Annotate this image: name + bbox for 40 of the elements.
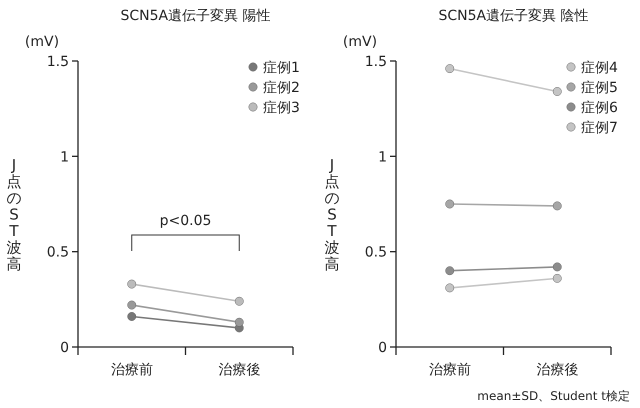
point	[127, 300, 136, 310]
point	[445, 266, 454, 276]
y-tick-label: 1	[60, 149, 69, 166]
chart-title: SCN5A遺伝子変異 陽性	[120, 8, 271, 24]
point	[234, 318, 244, 327]
point	[127, 280, 136, 289]
legend-label: 症例1	[263, 60, 300, 76]
y-tick-label: 1	[378, 149, 387, 166]
y-tick-label: 0	[378, 340, 387, 356]
point	[552, 274, 562, 283]
point	[552, 262, 562, 272]
point	[552, 87, 562, 96]
legend-label: 症例4	[581, 60, 618, 76]
point	[445, 64, 454, 74]
legend-label: 症例5	[581, 80, 618, 96]
y-tick-label: 0.5	[364, 244, 387, 261]
y-tick-label: 0	[60, 340, 69, 356]
point	[552, 201, 562, 210]
y-tick-label: 0.5	[46, 244, 69, 261]
legend-label: 症例3	[263, 100, 300, 116]
point	[445, 200, 454, 208]
y-axis-title: J点のST波高	[6, 156, 22, 273]
chart-title: SCN5A遺伝子変異 陰性	[438, 8, 589, 24]
y-tick-label: 1.5	[364, 54, 387, 70]
annotation: p<0.05	[160, 213, 212, 229]
point	[445, 283, 454, 292]
x-tick-label: 治療後	[218, 362, 260, 378]
text: mean±SD、Student t検定	[477, 389, 630, 403]
legend-label: 症例6	[581, 100, 618, 116]
y-axis-title: J点のST波高	[324, 156, 340, 273]
legend-label: 症例7	[581, 120, 618, 136]
text: (mV)	[24, 34, 60, 50]
x-tick-label: 治療後	[536, 362, 578, 378]
legend-label: 症例2	[263, 80, 300, 96]
y-tick-label: 1.5	[46, 54, 69, 70]
text: (mV)	[342, 34, 378, 50]
x-tick-label: 治療前	[428, 362, 471, 378]
point	[234, 296, 244, 306]
x-tick-label: 治療前	[110, 362, 153, 378]
point	[127, 312, 136, 321]
